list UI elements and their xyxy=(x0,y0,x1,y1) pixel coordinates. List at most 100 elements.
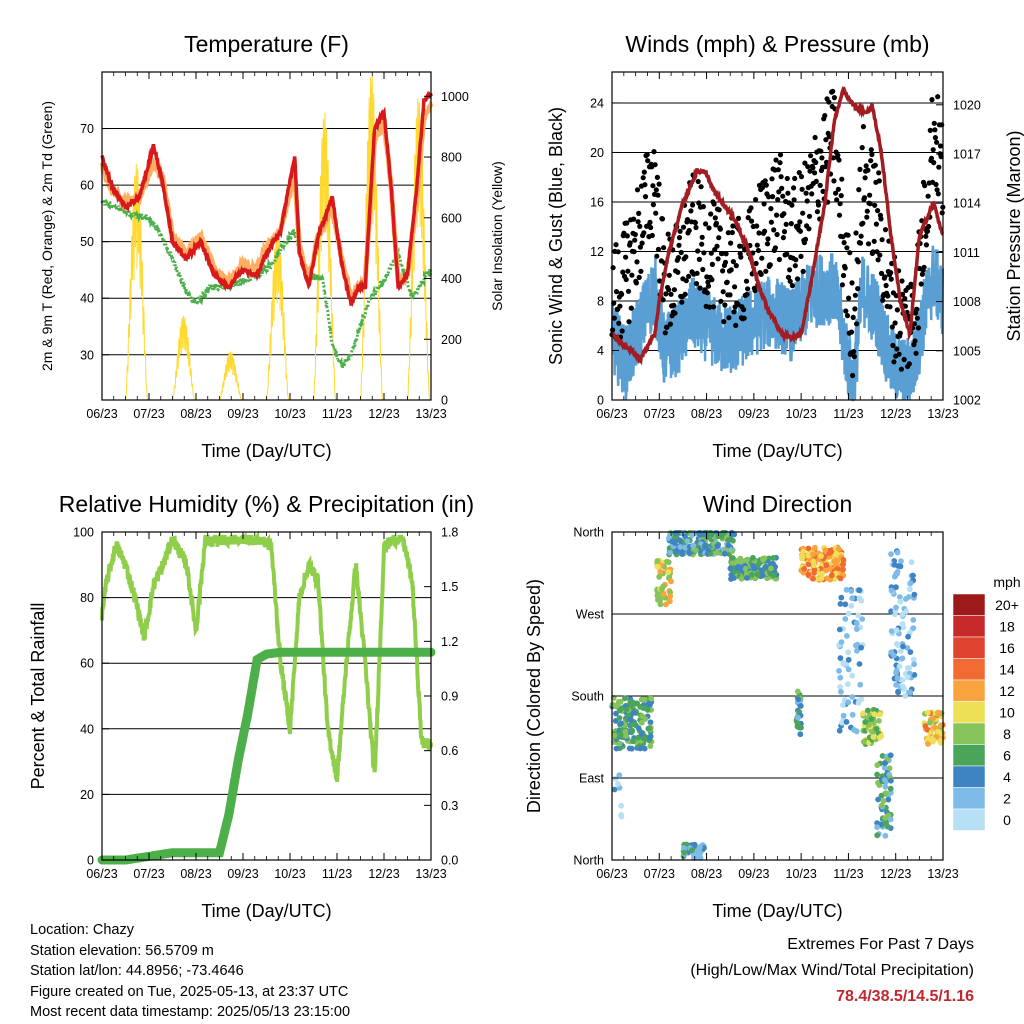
legend-swatch xyxy=(952,636,986,659)
y2-axis-label: Station Pressure (Maroon) xyxy=(1004,130,1024,341)
direction-point xyxy=(611,786,618,793)
gust-point xyxy=(666,272,672,278)
gust-point xyxy=(761,201,767,207)
gust-point xyxy=(858,233,864,239)
gust-point xyxy=(787,267,793,273)
gust-point xyxy=(683,278,689,284)
direction-point xyxy=(851,727,857,733)
direction-point xyxy=(770,572,777,579)
direction-point xyxy=(896,594,903,600)
direction-point xyxy=(689,532,695,539)
gust-point xyxy=(932,127,938,133)
gust-point xyxy=(623,276,629,283)
station-pressure-line xyxy=(610,85,945,366)
gust-point xyxy=(625,268,631,274)
gust-point xyxy=(676,235,683,241)
gust-point xyxy=(729,229,735,236)
gust-point xyxy=(885,293,891,299)
y-tick-label: 0 xyxy=(87,854,94,868)
x-axis-label: Time (Day/UTC) xyxy=(201,901,331,921)
direction-point xyxy=(828,572,835,579)
direction-point xyxy=(692,547,699,554)
gust-point xyxy=(887,304,893,310)
x-tick-label: 07/23 xyxy=(644,867,675,881)
direction-point xyxy=(730,537,736,544)
gust-point xyxy=(629,272,635,278)
extremes-box: Extremes For Past 7 Days (High/Low/Max W… xyxy=(690,932,974,1010)
y-tick-label: East xyxy=(579,772,605,786)
gust-point xyxy=(814,209,821,215)
gust-point xyxy=(844,245,850,251)
gust-point xyxy=(813,178,819,184)
gust-point xyxy=(798,253,804,259)
gust-point xyxy=(676,242,682,248)
gust-point xyxy=(705,279,711,285)
gust-point xyxy=(632,237,638,243)
gust-point xyxy=(715,256,721,262)
gust-point xyxy=(882,274,888,280)
gust-point xyxy=(711,304,717,310)
gust-point xyxy=(631,216,637,222)
y2-tick-label: 1011 xyxy=(953,246,980,260)
gust-point xyxy=(878,270,885,276)
gust-point xyxy=(844,313,851,319)
gust-point xyxy=(919,271,926,277)
gust-point xyxy=(659,216,666,222)
gust-point xyxy=(935,191,941,197)
gust-point xyxy=(682,291,688,297)
legend-swatch xyxy=(952,808,986,831)
direction-point xyxy=(878,802,885,809)
x-tick-label: 13/23 xyxy=(415,407,446,421)
gust-point xyxy=(812,170,818,176)
x-tick-label: 11/23 xyxy=(833,407,863,421)
direction-point xyxy=(734,558,741,565)
gust-point xyxy=(849,280,855,286)
gust-point xyxy=(797,219,803,225)
direction-point xyxy=(836,668,842,674)
direction-point xyxy=(835,546,842,552)
gust-point xyxy=(668,291,674,297)
direction-point xyxy=(667,549,673,556)
gust-point xyxy=(865,241,872,247)
gust-point xyxy=(869,151,875,158)
y-tick-label: 0 xyxy=(597,394,604,408)
y2-tick-label: 1.2 xyxy=(441,635,458,649)
direction-point xyxy=(811,567,818,573)
gust-point xyxy=(721,319,727,325)
gust-point xyxy=(932,135,939,141)
y2-tick-label: 1005 xyxy=(953,344,981,358)
x-tick-label: 07/23 xyxy=(133,407,164,421)
direction-point xyxy=(729,555,736,561)
y-tick-label: 40 xyxy=(80,722,94,736)
y2-tick-label: 1017 xyxy=(953,148,981,162)
gust-point xyxy=(696,256,703,262)
gust-point xyxy=(807,168,813,174)
direction-point xyxy=(894,568,901,575)
direction-point xyxy=(859,616,866,622)
gust-point xyxy=(652,162,658,168)
speed-legend xyxy=(952,593,986,831)
gust-point xyxy=(762,178,768,184)
direction-point xyxy=(794,688,801,695)
gust-point xyxy=(684,217,691,223)
gust-point xyxy=(697,285,703,291)
gust-point xyxy=(768,206,774,212)
direction-point xyxy=(874,824,880,831)
gust-point xyxy=(763,268,769,274)
gust-point xyxy=(707,304,713,310)
direction-point xyxy=(859,710,866,717)
direction-point xyxy=(725,537,732,543)
legend-label: 0 xyxy=(1003,812,1011,828)
gust-point xyxy=(777,160,783,166)
gust-point xyxy=(693,281,700,287)
x-axis-label: Time (Day/UTC) xyxy=(712,901,842,921)
gust-point xyxy=(913,310,919,316)
direction-point xyxy=(664,558,670,565)
gust-point xyxy=(735,215,742,221)
gust-point xyxy=(725,230,731,236)
gust-point xyxy=(937,143,944,149)
direction-point xyxy=(646,725,653,732)
direction-point xyxy=(795,696,802,703)
gust-point xyxy=(831,178,837,184)
direction-point xyxy=(871,706,877,713)
